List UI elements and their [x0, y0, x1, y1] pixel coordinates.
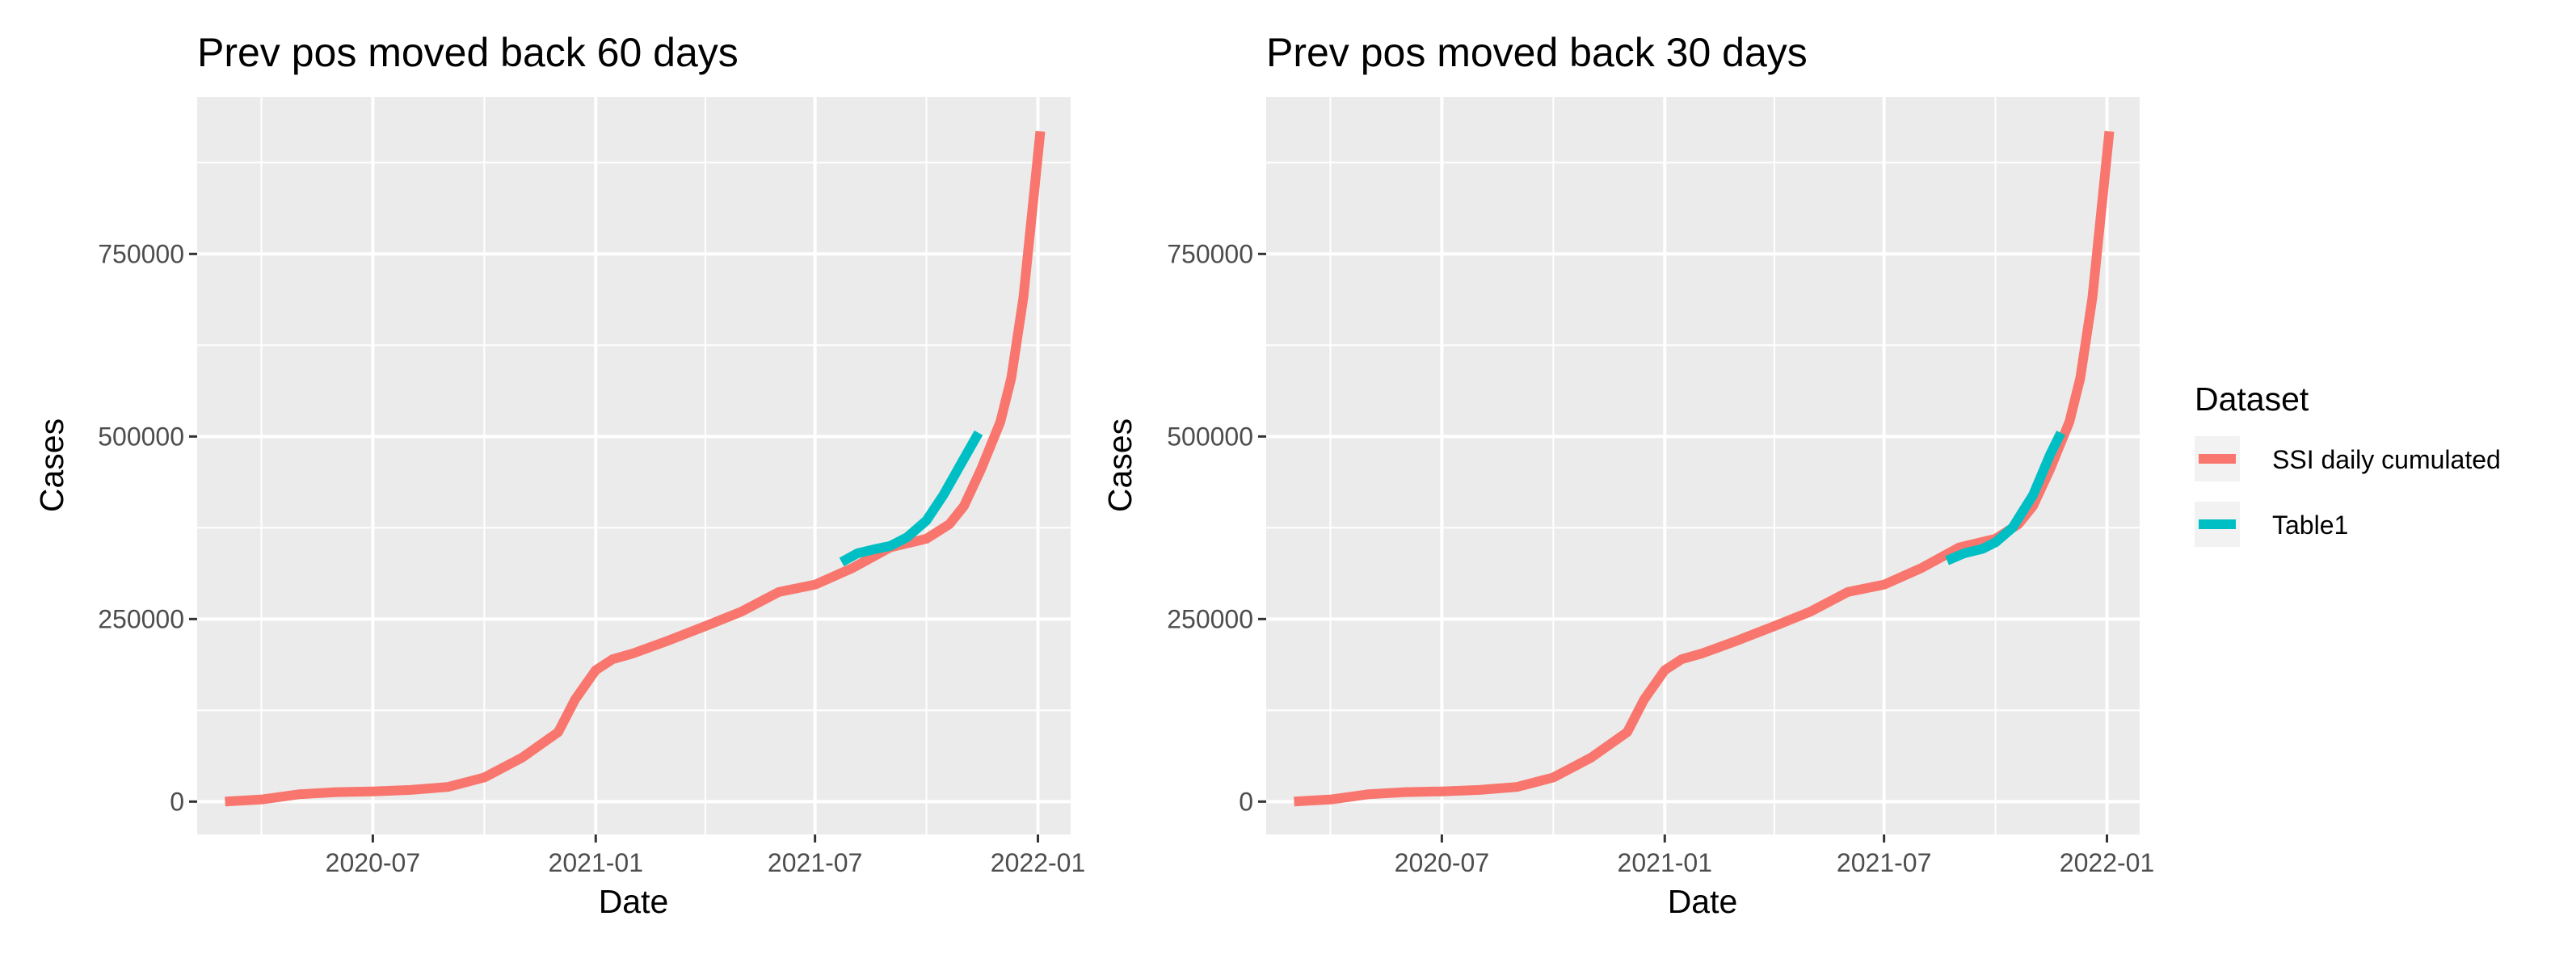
y-tick-label: 750000	[1167, 239, 1253, 268]
y-tick-label: 0	[170, 787, 184, 816]
left-panel: Prev pos moved back 60 days 0 250000 50000…	[33, 30, 1085, 920]
right-x-axis-title: Date	[1668, 883, 1738, 920]
y-tick-label: 0	[1239, 787, 1253, 816]
x-tick-label: 2021-07	[1837, 848, 1931, 877]
right-y-axis-title: Cases	[1101, 418, 1139, 512]
y-tick-label: 250000	[1167, 604, 1253, 633]
series-line-ssi-daily-cumulated	[225, 130, 1046, 807]
x-tick-label: 2020-07	[326, 848, 420, 877]
right-y-axis: 0 250000 500000 750000	[1167, 239, 1266, 816]
legend-label-ssi-daily-cumulated: SSI daily cumulated	[2272, 445, 2501, 474]
x-tick-label: 2021-07	[768, 848, 862, 877]
legend: Dataset SSI daily cumulated Table1	[2195, 380, 2501, 547]
x-tick-label: 2022-01	[991, 848, 1085, 877]
right-panel-title: Prev pos moved back 30 days	[1266, 30, 1808, 75]
x-tick-label: 2021-01	[1618, 848, 1712, 877]
left-minor-gridlines	[197, 97, 1071, 834]
x-tick-label: 2021-01	[549, 848, 643, 877]
right-x-axis: 2020-07 2021-01 2021-07 2022-01	[1395, 834, 2154, 877]
y-tick-label: 250000	[98, 604, 184, 633]
y-tick-label: 750000	[98, 239, 184, 268]
right-major-gridlines	[1266, 97, 2140, 834]
y-tick-label: 500000	[1167, 422, 1253, 451]
legend-title: Dataset	[2195, 380, 2309, 418]
left-plot-area	[197, 97, 1071, 834]
left-panel-title: Prev pos moved back 60 days	[197, 30, 739, 75]
left-y-axis: 0 250000 500000 750000	[98, 239, 197, 816]
left-x-axis-title: Date	[599, 883, 669, 920]
left-x-axis: 2020-07 2021-01 2021-07 2022-01	[326, 834, 1085, 877]
left-major-gridlines	[197, 97, 1071, 834]
x-tick-label: 2020-07	[1395, 848, 1489, 877]
y-tick-label: 500000	[98, 422, 184, 451]
right-minor-gridlines	[1266, 97, 2140, 834]
right-panel: Prev pos moved back 30 days 0 250000 50000…	[1101, 30, 2154, 920]
series-line-table1	[1945, 431, 2065, 565]
right-plot-area	[1266, 97, 2140, 834]
legend-label-table1: Table1	[2272, 511, 2348, 540]
series-line-table1	[839, 430, 983, 567]
series-line-ssi-daily-cumulated	[1294, 130, 2115, 807]
left-y-axis-title: Cases	[33, 418, 70, 512]
right-series-layer	[1294, 130, 2115, 807]
left-series-layer	[225, 130, 1046, 807]
x-tick-label: 2022-01	[2060, 848, 2154, 877]
